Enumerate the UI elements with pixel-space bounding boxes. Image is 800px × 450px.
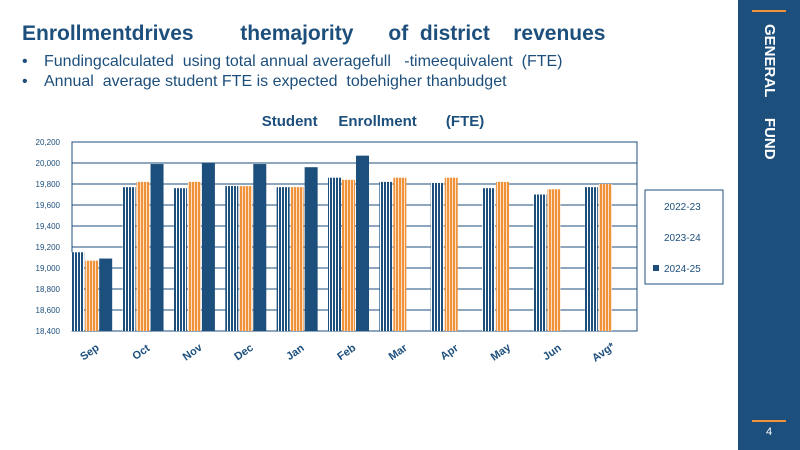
legend-box (644, 189, 724, 285)
bars (71, 155, 612, 331)
bar-2024-25 (356, 155, 369, 331)
x-tick-label: May (489, 341, 514, 364)
legend: 2022-23 2023-24 2024-25 (644, 189, 724, 285)
y-tick-label: 19,200 (36, 243, 61, 252)
y-tick-label: 19,800 (36, 180, 61, 189)
bullet-list: • Fundingcalculated using total annual av… (22, 52, 563, 92)
bar-2023-24 (342, 179, 355, 331)
bar-2022-23 (379, 181, 393, 331)
bullet-text: Annual average student FTE is expected t… (44, 73, 507, 90)
bar-2023-24 (187, 181, 201, 331)
x-tick-label: Avg* (590, 340, 618, 364)
side-banner-label: GENERAL FUND (761, 24, 778, 160)
x-tick-label: Oct (130, 342, 152, 363)
y-tick-label: 18,600 (36, 306, 61, 315)
bar-2023-24 (85, 260, 99, 331)
chart-title: Student Enrollment (FTE) (262, 113, 485, 130)
x-tick-label: Mar (387, 342, 410, 363)
bar-2023-24 (598, 184, 612, 331)
x-tick-label: Dec (232, 342, 255, 363)
bar-2023-24 (239, 186, 253, 331)
bar-2022-23 (328, 177, 341, 331)
bar-2023-24 (136, 181, 150, 331)
bar-2024-25 (253, 164, 267, 331)
slide-title: Enrollmentdrives themajority of district… (22, 22, 606, 45)
bar-2022-23 (225, 186, 239, 331)
x-tick-label: Jan (284, 342, 307, 363)
bar-2023-24 (496, 181, 510, 331)
page-number: 4 (765, 426, 773, 438)
bar-2022-23 (71, 252, 85, 331)
bar-2024-25 (201, 163, 215, 331)
bar-2023-24 (444, 177, 458, 331)
bar-2022-23 (430, 182, 444, 331)
legend-label: 2024-25 (664, 264, 701, 275)
bar-2024-25 (99, 258, 113, 331)
bar-2024-25 (150, 164, 164, 331)
y-tick-label: 18,400 (36, 327, 61, 336)
legend-label: 2022-23 (664, 202, 701, 213)
x-tick-label: Feb (335, 342, 358, 363)
bar-2023-24 (547, 189, 561, 331)
bullet-glyph: • (22, 53, 28, 70)
enrollment-chart: Student Enrollment (FTE) 18,40018,60018,… (36, 113, 724, 365)
bar-2022-23 (533, 194, 547, 331)
bar-2022-23 (276, 187, 290, 331)
bullet-item: • Annual average student FTE is expected … (22, 72, 563, 92)
x-tick-label: Nov (181, 341, 206, 363)
y-tick-label: 19,600 (36, 201, 61, 210)
y-tick-label: 19,000 (36, 264, 61, 273)
legend-swatch (653, 265, 659, 271)
bar-2023-24 (290, 187, 304, 331)
y-tick-label: 19,400 (36, 222, 61, 231)
bar-2024-25 (304, 167, 318, 331)
side-banner: GENERAL FUND 4 (738, 0, 800, 450)
x-axis: Sep Oct Nov Dec Jan Feb Mar Apr May Jun Avg* (78, 340, 617, 364)
x-tick-label: Jun (541, 342, 564, 363)
x-tick-label: Apr (438, 342, 461, 363)
side-accent-line (752, 10, 786, 12)
side-accent-line (752, 420, 786, 422)
y-axis: 18,400 18,600 18,800 19,000 19,200 19,400 19,6… (36, 138, 61, 336)
bullet-glyph: • (22, 73, 28, 90)
bullet-item: • Fundingcalculated using total annual av… (22, 52, 563, 72)
bar-2022-23 (173, 188, 187, 331)
bar-2022-23 (122, 187, 136, 331)
bar-2022-23 (584, 187, 598, 331)
y-tick-label: 18,800 (36, 285, 61, 294)
bar-2022-23 (482, 188, 496, 331)
bullet-text: Fundingcalculated using total annual ave… (44, 53, 563, 70)
x-tick-label: Sep (78, 342, 102, 364)
bar-2023-24 (393, 177, 407, 331)
y-tick-label: 20,000 (36, 159, 61, 168)
y-tick-label: 20,200 (36, 138, 61, 147)
legend-label: 2023-24 (664, 233, 701, 244)
